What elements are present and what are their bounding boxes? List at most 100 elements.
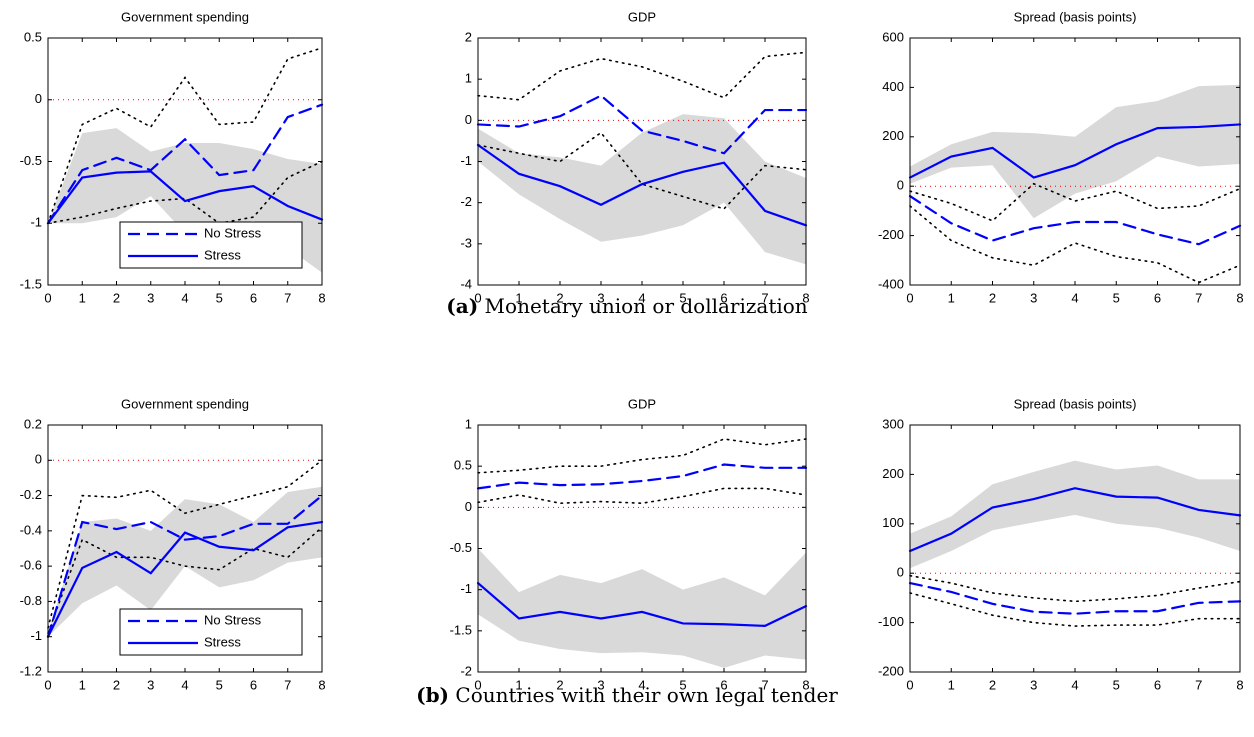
x-tick-label: 4	[1071, 290, 1078, 305]
x-tick-label: 7	[1195, 290, 1202, 305]
band-upper	[477, 51, 807, 101]
series-line	[476, 143, 808, 227]
legend-box	[119, 221, 303, 269]
y-tick-label: -2	[460, 663, 472, 678]
y-tick-label: -0.5	[450, 540, 472, 555]
x-tick-label: 3	[147, 290, 154, 305]
chart-title: Spread (basis points)	[1014, 9, 1137, 24]
x-tick-label: 7	[761, 677, 768, 692]
chart-title: Government spending	[121, 396, 249, 411]
chart-title: GDP	[628, 396, 656, 411]
x-tick-label: 2	[989, 290, 996, 305]
band-upper	[47, 47, 323, 225]
x-tick-label: 5	[216, 290, 223, 305]
confidence-band	[910, 460, 1240, 569]
y-tick-label: -0.2	[20, 487, 42, 502]
y-tick-label: 0	[465, 499, 472, 514]
x-tick-label: 1	[948, 677, 955, 692]
x-tick-label: 6	[1154, 290, 1161, 305]
y-tick-label: 0	[897, 178, 904, 193]
band-lower	[909, 592, 1241, 627]
x-tick-label: 1	[515, 677, 522, 692]
series-line	[46, 520, 324, 638]
y-tick-label: -200	[878, 227, 904, 242]
x-tick-label: 0	[906, 677, 913, 692]
y-tick-label: -1	[460, 153, 472, 168]
x-tick-label: 1	[948, 290, 955, 305]
x-tick-label: 5	[679, 677, 686, 692]
x-tick-label: 2	[556, 290, 563, 305]
x-tick-label: 0	[474, 290, 481, 305]
band-lower	[47, 160, 323, 225]
x-tick-label: 8	[1236, 677, 1243, 692]
y-tick-label: 0	[35, 452, 42, 467]
x-tick-label: 8	[318, 290, 325, 305]
y-tick-label: 0	[897, 565, 904, 580]
legend-label: No Stress	[204, 225, 262, 240]
y-tick-label: -1.2	[20, 663, 42, 678]
x-tick-label: 1	[515, 290, 522, 305]
x-tick-label: 3	[597, 677, 604, 692]
series-line	[908, 123, 1242, 179]
x-tick-label: 8	[802, 290, 809, 305]
x-tick-label: 7	[284, 290, 291, 305]
x-tick-label: 3	[147, 677, 154, 692]
y-tick-label: -4	[460, 276, 472, 291]
y-tick-label: 0.5	[454, 458, 472, 473]
chart-title: GDP	[628, 9, 656, 24]
y-tick-label: -0.8	[20, 593, 42, 608]
x-tick-label: 2	[989, 677, 996, 692]
x-tick-label: 7	[1195, 677, 1202, 692]
x-tick-label: 5	[1113, 677, 1120, 692]
y-tick-label: -1	[460, 581, 472, 596]
caption: (b) Countries with their own legal tende…	[0, 683, 1254, 707]
y-tick-label: -1	[30, 215, 42, 230]
caption-text: Monetary union or dollarization	[484, 294, 808, 318]
y-tick-label: 600	[882, 29, 904, 44]
x-tick-label: 3	[1030, 677, 1037, 692]
x-tick-label: 5	[679, 290, 686, 305]
x-tick-label: 0	[906, 290, 913, 305]
x-tick-label: 4	[1071, 677, 1078, 692]
x-tick-label: 6	[250, 677, 257, 692]
y-tick-label: -100	[878, 614, 904, 629]
x-tick-label: 3	[1030, 290, 1037, 305]
x-tick-label: 6	[720, 290, 727, 305]
x-tick-label: 1	[79, 290, 86, 305]
y-tick-label: 100	[882, 515, 904, 530]
series-line	[908, 581, 1242, 615]
x-tick-label: 2	[556, 677, 563, 692]
x-tick-label: 5	[216, 677, 223, 692]
series-line	[46, 170, 324, 225]
y-tick-label: -1.5	[450, 622, 472, 637]
confidence-band	[478, 548, 806, 668]
x-tick-label: 6	[250, 290, 257, 305]
y-tick-label: 200	[882, 128, 904, 143]
series-line	[908, 194, 1242, 246]
x-tick-label: 4	[181, 290, 188, 305]
y-tick-label: -200	[878, 663, 904, 678]
confidence-band	[910, 84, 1240, 219]
x-tick-label: 3	[597, 290, 604, 305]
x-tick-label: 1	[79, 677, 86, 692]
x-tick-label: 0	[44, 677, 51, 692]
series-line	[476, 463, 808, 490]
y-tick-label: 1	[465, 71, 472, 86]
y-tick-label: -0.4	[20, 522, 42, 537]
x-tick-label: 2	[113, 677, 120, 692]
x-tick-label: 4	[638, 677, 645, 692]
caption: (a) Monetary union or dollarization	[0, 294, 1254, 318]
x-tick-label: 4	[638, 290, 645, 305]
y-tick-label: 400	[882, 79, 904, 94]
x-tick-label: 8	[1236, 290, 1243, 305]
legend-box	[119, 608, 303, 656]
x-tick-label: 7	[761, 290, 768, 305]
series-line	[908, 487, 1242, 553]
legend-label: Stress	[204, 247, 241, 262]
series-line	[46, 494, 324, 638]
y-tick-label: -0.5	[20, 153, 42, 168]
y-tick-label: 0	[465, 112, 472, 127]
y-tick-label: -1	[30, 628, 42, 643]
